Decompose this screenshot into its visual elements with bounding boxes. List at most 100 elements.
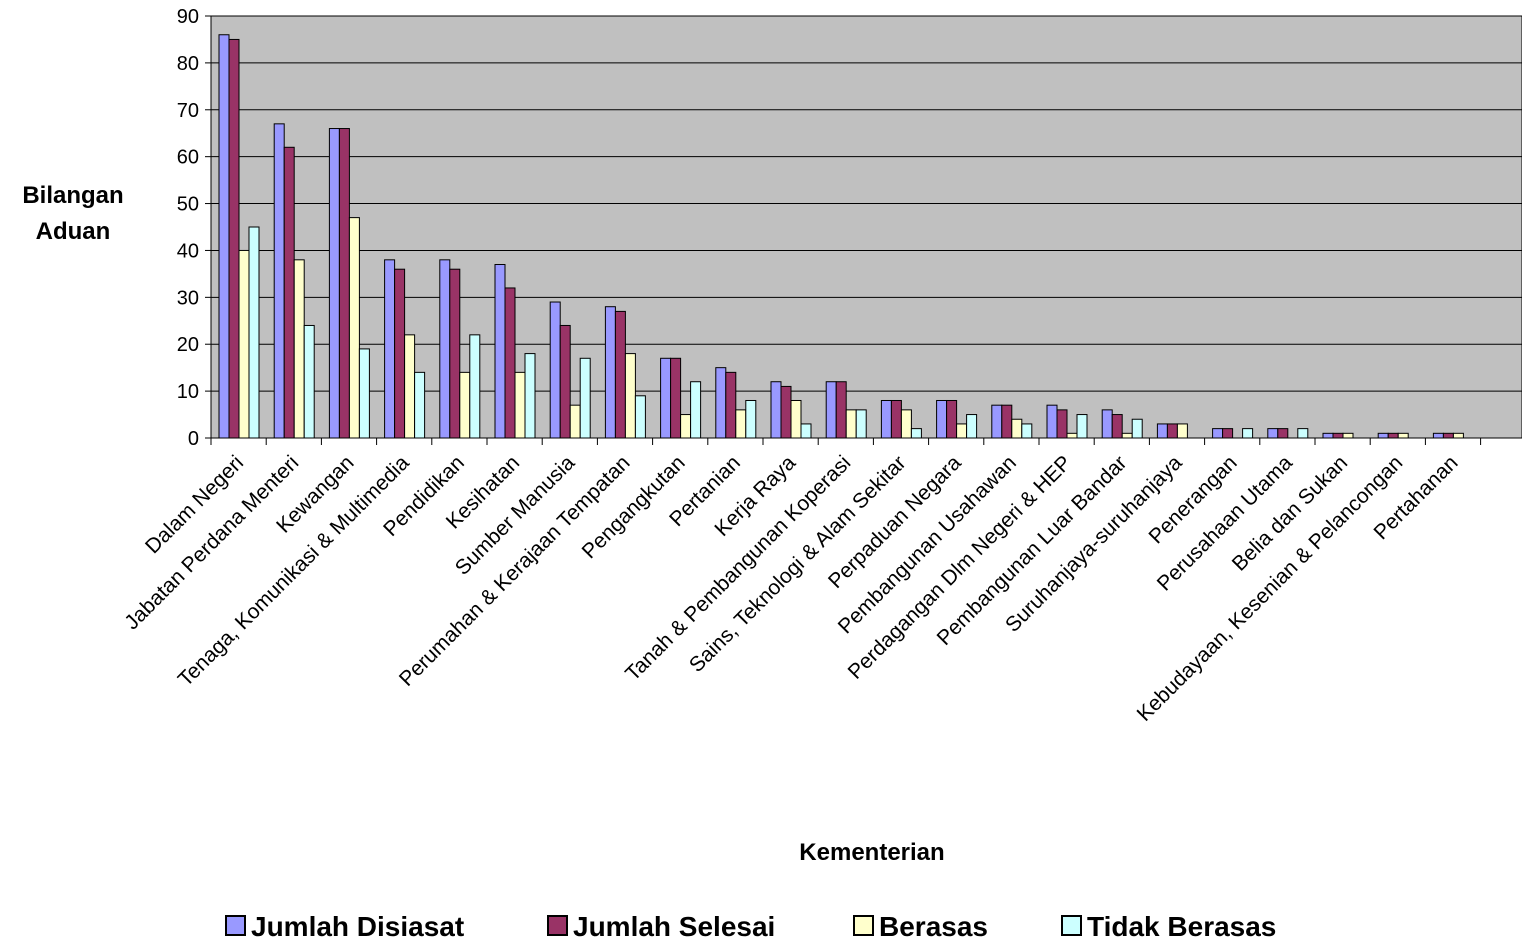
bar-tidak-berasas <box>248 226 260 439</box>
bar-tidak-berasas <box>855 409 867 439</box>
bar-berasas <box>624 353 636 439</box>
bar-jumlah-selesai <box>890 399 902 439</box>
bar-jumlah-disiasat <box>770 381 782 439</box>
legend: Jumlah Disiasat Jumlah Selesai Berasas Tida… <box>225 911 1276 942</box>
bar-tidak-berasas <box>1076 414 1088 439</box>
bar-berasas <box>1066 432 1078 439</box>
bar-jumlah-selesai <box>228 38 240 439</box>
bar-tidak-berasas <box>634 395 646 439</box>
y-tick-label: 30 <box>177 287 199 309</box>
bar-tidak-berasas <box>579 357 591 439</box>
bar-jumlah-disiasat <box>494 264 506 439</box>
bar-jumlah-disiasat <box>273 123 285 439</box>
legend-swatch <box>1061 915 1082 936</box>
bar-tidak-berasas <box>1242 428 1254 439</box>
bar-berasas <box>1121 432 1133 439</box>
plot-area <box>210 15 1522 439</box>
bar-jumlah-selesai <box>1111 414 1123 439</box>
bar-jumlah-selesai <box>670 357 682 439</box>
bar-jumlah-selesai <box>614 310 626 439</box>
y-tick-label: 20 <box>177 334 199 356</box>
bar-tidak-berasas <box>469 334 481 439</box>
bar-jumlah-disiasat <box>936 399 948 439</box>
bar-jumlah-disiasat <box>604 306 616 439</box>
bar-berasas <box>348 217 360 439</box>
legend-label: Jumlah Selesai <box>573 911 775 942</box>
bar-berasas <box>459 371 471 439</box>
bar-jumlah-disiasat <box>1156 423 1168 439</box>
bar-berasas <box>293 259 305 439</box>
bar-jumlah-disiasat <box>1267 428 1279 439</box>
bar-jumlah-disiasat <box>384 259 396 439</box>
bar-berasas <box>1342 432 1354 439</box>
bar-jumlah-selesai <box>338 128 350 439</box>
y-tick-label: 0 <box>188 428 199 450</box>
bars <box>218 34 1464 439</box>
bar-jumlah-selesai <box>1001 404 1013 439</box>
bar-jumlah-disiasat <box>825 381 837 439</box>
bar-jumlah-disiasat <box>1322 432 1334 439</box>
grid-lines <box>211 62 1522 392</box>
bar-berasas <box>569 404 581 439</box>
bar-jumlah-selesai <box>1387 432 1399 439</box>
bar-berasas <box>404 334 416 439</box>
bar-tidak-berasas <box>303 324 315 439</box>
bar-tidak-berasas <box>745 399 757 439</box>
bar-tidak-berasas <box>414 371 426 439</box>
bar-jumlah-selesai <box>1277 428 1289 439</box>
bar-berasas <box>680 414 692 439</box>
bar-jumlah-disiasat <box>660 357 672 439</box>
y-tick-label: 60 <box>177 147 199 169</box>
bar-jumlah-disiasat <box>549 301 561 439</box>
legend-label: Jumlah Disiasat <box>251 911 464 942</box>
legend-swatch <box>853 915 874 936</box>
bar-jumlah-disiasat <box>218 34 230 439</box>
bar-berasas <box>514 371 526 439</box>
bar-jumlah-selesai <box>835 381 847 439</box>
bar-jumlah-disiasat <box>1377 432 1389 439</box>
bar-tidak-berasas <box>690 381 702 439</box>
bar-berasas <box>1397 432 1409 439</box>
bar-berasas <box>1176 423 1188 439</box>
bar-jumlah-selesai <box>780 385 792 439</box>
bar-jumlah-selesai <box>283 146 295 439</box>
x-category-label: Dalam Negeri <box>141 451 248 558</box>
bar-jumlah-disiasat <box>715 367 727 439</box>
bar-jumlah-selesai <box>449 268 461 439</box>
bar-berasas <box>1452 432 1464 439</box>
y-tick-label: 50 <box>177 194 199 216</box>
y-tick-label: 80 <box>177 53 199 75</box>
bar-berasas <box>735 409 747 439</box>
bar-jumlah-disiasat <box>880 399 892 439</box>
bar-jumlah-disiasat <box>1432 432 1444 439</box>
bar-tidak-berasas <box>910 428 922 439</box>
legend-swatch <box>547 915 568 936</box>
y-tick-label: 40 <box>177 240 199 262</box>
y-tick-label: 70 <box>177 100 199 122</box>
bar-jumlah-selesai <box>394 268 406 439</box>
bar-jumlah-disiasat <box>1212 428 1224 439</box>
bar-tidak-berasas <box>800 423 812 439</box>
bar-jumlah-disiasat <box>1101 409 1113 439</box>
bar-jumlah-selesai <box>1222 428 1234 439</box>
legend-label: Tidak Berasas <box>1087 911 1276 942</box>
bar-jumlah-selesai <box>1056 409 1068 439</box>
bar-tidak-berasas <box>358 348 370 439</box>
bar-tidak-berasas <box>1021 423 1033 439</box>
y-axis-ticks: 0 10 20 30 40 50 60 70 80 90 <box>177 6 211 450</box>
bar-jumlah-disiasat <box>1046 404 1058 439</box>
y-axis-title-line-1: Bilangan <box>22 182 123 209</box>
bar-tidak-berasas <box>966 414 978 439</box>
bar-berasas <box>1011 418 1023 439</box>
bar-berasas <box>790 399 802 439</box>
y-axis-title-line-2: Aduan <box>36 218 111 245</box>
bar-jumlah-selesai <box>559 324 571 439</box>
bar-tidak-berasas <box>1297 428 1309 439</box>
legend-label: Berasas <box>879 911 988 942</box>
bar-tidak-berasas <box>524 353 536 439</box>
legend-swatch <box>225 915 246 936</box>
bar-jumlah-selesai <box>1166 423 1178 439</box>
bar-jumlah-selesai <box>1332 432 1344 439</box>
